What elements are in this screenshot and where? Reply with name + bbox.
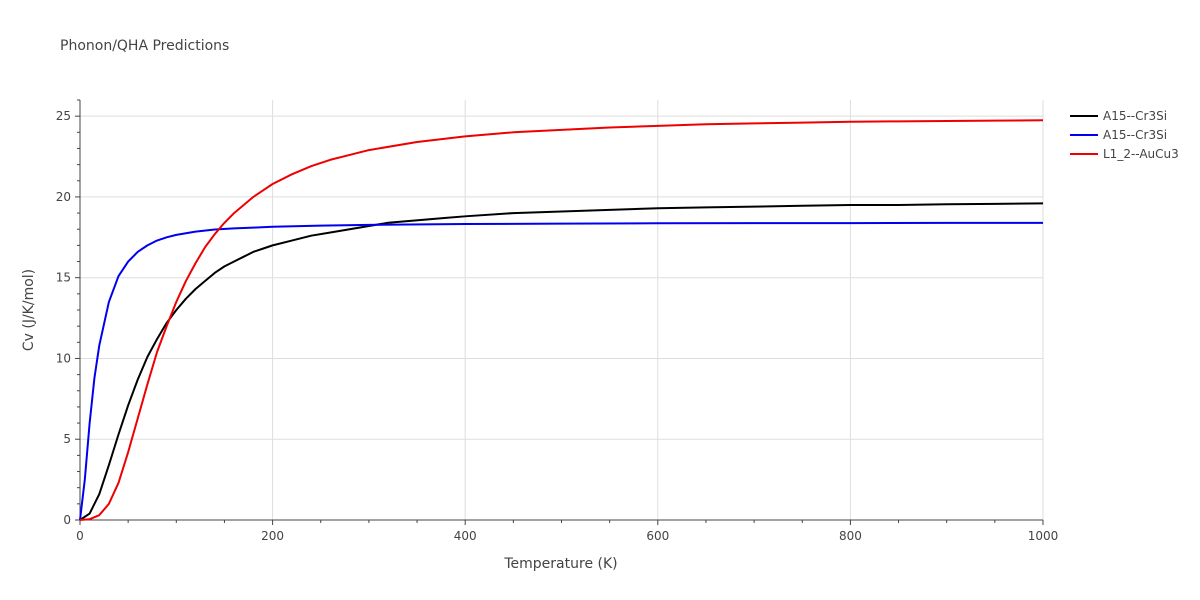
legend-label-1: A15--Cr3Si bbox=[1103, 128, 1167, 142]
x-tick-label-4: 800 bbox=[839, 529, 862, 543]
legend-label-2: L1_2--AuCu3 bbox=[1103, 147, 1179, 161]
axes: 0 200 400 600 800 1000 0 5 10 15 20 25 bbox=[56, 99, 1059, 543]
series-line-2 bbox=[79, 119, 1044, 521]
grid bbox=[80, 100, 1044, 520]
legend[interactable]: A15--Cr3Si A15--Cr3Si L1_2--AuCu3 bbox=[1070, 109, 1179, 161]
y-tick-label-1: 5 bbox=[63, 432, 71, 446]
y-tick-label-5: 25 bbox=[56, 109, 71, 123]
y-tick-label-0: 0 bbox=[63, 513, 71, 527]
x-tick-label-1: 200 bbox=[261, 529, 284, 543]
y-tick-label-2: 10 bbox=[56, 351, 71, 365]
y-tick-label-4: 20 bbox=[56, 190, 71, 204]
legend-item-1[interactable]: A15--Cr3Si bbox=[1070, 128, 1167, 142]
x-axis-title: Temperature (K) bbox=[503, 556, 617, 572]
y-tick-label-3: 15 bbox=[56, 271, 71, 285]
chart-title: Phonon/QHA Predictions bbox=[60, 38, 229, 54]
x-tick-label-5: 1000 bbox=[1028, 529, 1059, 543]
x-tick-label-0: 0 bbox=[76, 529, 84, 543]
x-tick-label-2: 400 bbox=[454, 529, 477, 543]
x-tick-label-3: 600 bbox=[646, 529, 669, 543]
y-axis-title: Cv (J/K/mol) bbox=[21, 269, 37, 351]
series-line-0 bbox=[79, 202, 1044, 521]
legend-label-0: A15--Cr3Si bbox=[1103, 109, 1167, 123]
legend-item-2[interactable]: L1_2--AuCu3 bbox=[1070, 147, 1179, 161]
legend-item-0[interactable]: A15--Cr3Si bbox=[1070, 109, 1167, 123]
series-lines bbox=[79, 119, 1044, 521]
series-line-1 bbox=[79, 221, 1043, 521]
